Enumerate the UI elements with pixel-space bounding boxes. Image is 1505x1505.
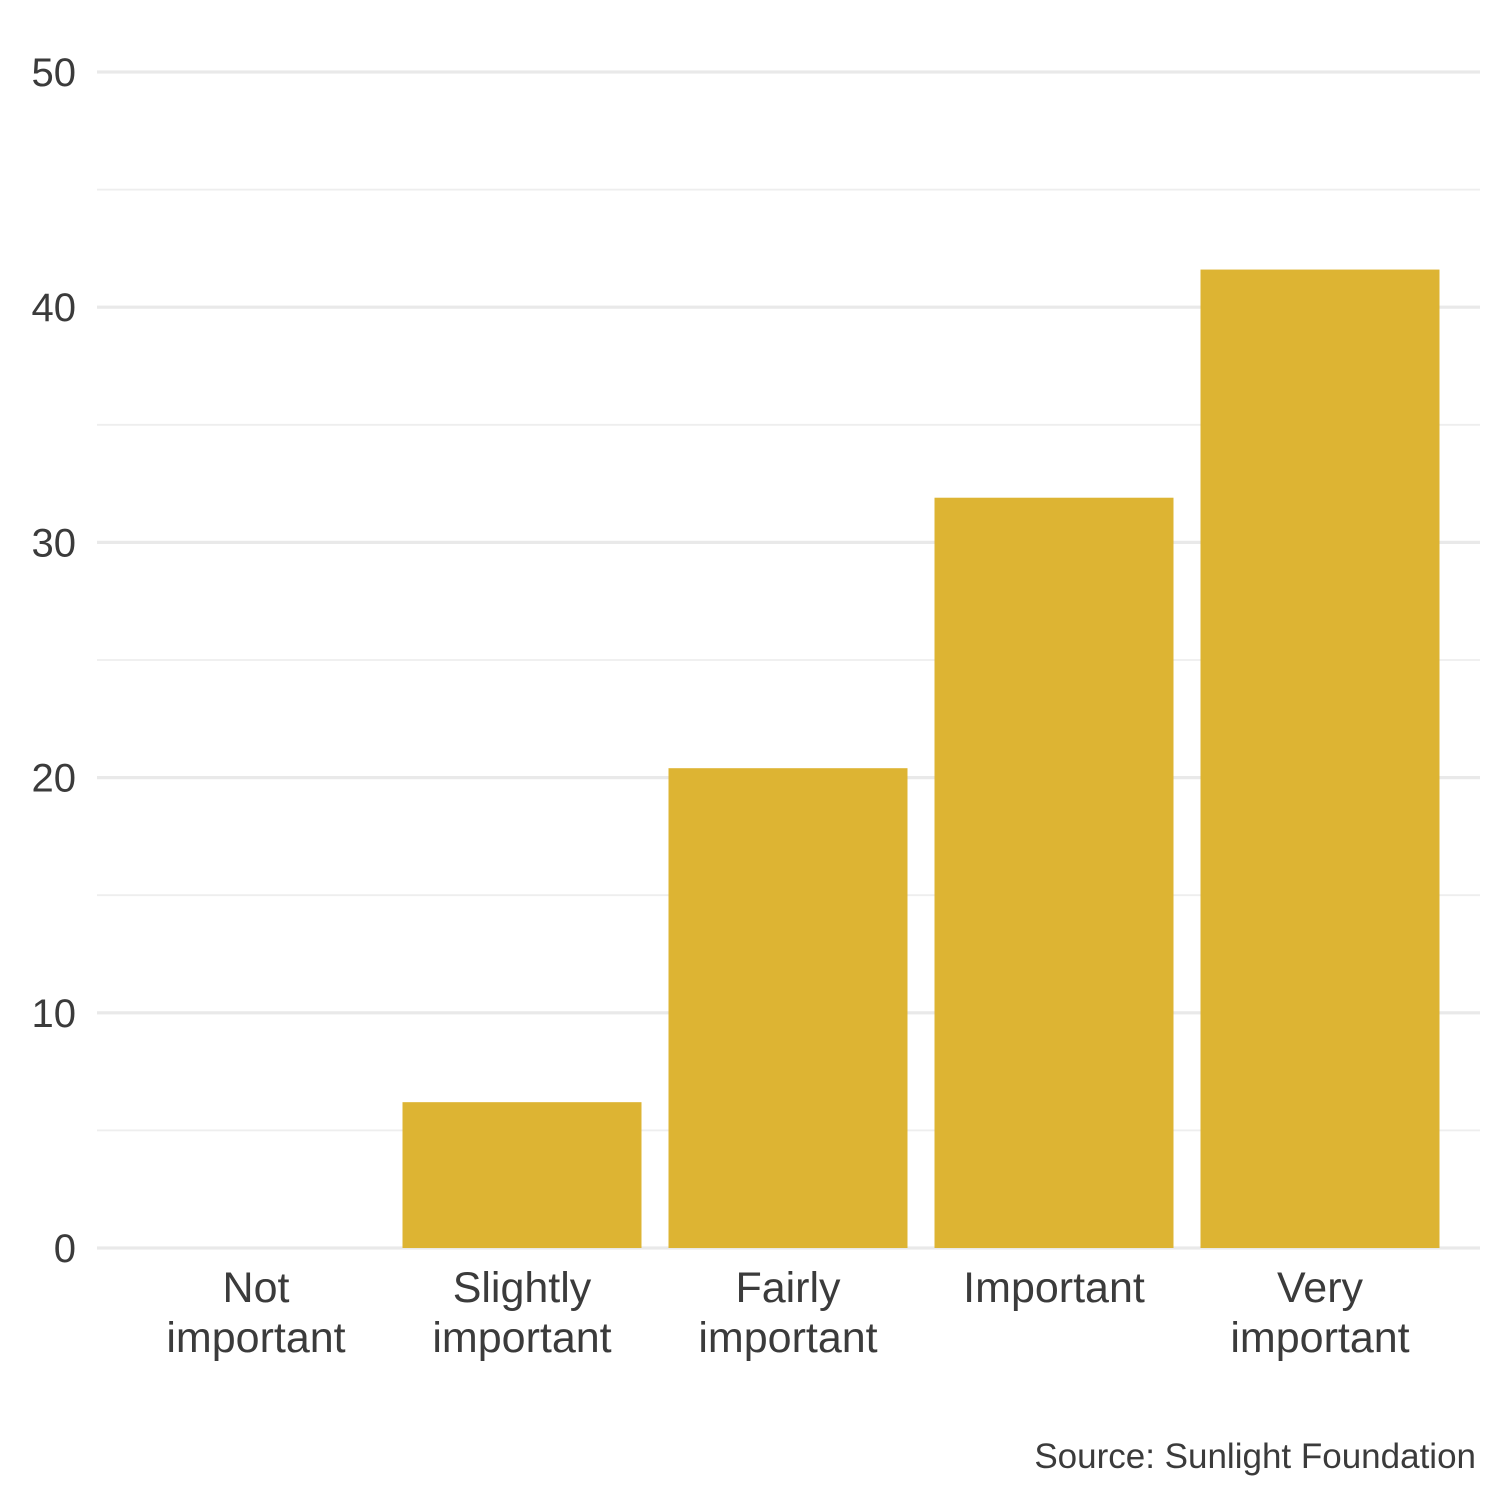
bar xyxy=(668,768,908,1248)
bar xyxy=(934,497,1174,1248)
y-axis-tick-labels: 0 10 20 30 40 50 xyxy=(32,51,77,1271)
x-category-label: Slightly important xyxy=(432,1264,611,1362)
x-category-label: Fairly important xyxy=(698,1264,877,1362)
source-note: Source: Sunlight Foundation xyxy=(1034,1437,1476,1476)
bar xyxy=(402,1102,642,1248)
x-category-label: Important xyxy=(963,1264,1145,1312)
x-category-label: Very important xyxy=(1230,1264,1409,1362)
y-tick-label: 50 xyxy=(32,51,77,95)
y-tick-label: 40 xyxy=(32,286,77,330)
x-axis-category-labels: Not important Slightly important Fairly impor… xyxy=(166,1264,1409,1362)
y-tick-label: 30 xyxy=(32,521,77,565)
bars xyxy=(402,269,1440,1248)
y-tick-label: 10 xyxy=(32,992,77,1036)
y-tick-label: 0 xyxy=(54,1227,76,1271)
x-category-label: Not important xyxy=(166,1264,345,1362)
bar xyxy=(1200,269,1440,1248)
y-tick-label: 20 xyxy=(32,757,77,801)
